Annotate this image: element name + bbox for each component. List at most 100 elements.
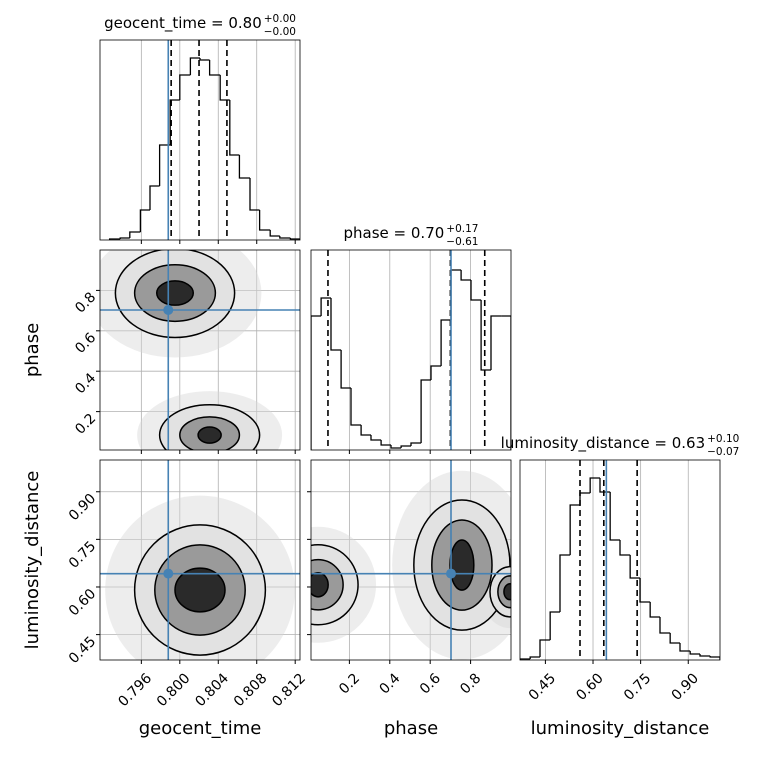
- title-upper: +0.17: [446, 223, 478, 235]
- hist-step: [179, 74, 191, 100]
- panel: [311, 250, 511, 450]
- hist-step: [390, 445, 402, 449]
- title-upper: +0.10: [707, 433, 739, 445]
- hist-step: [380, 440, 391, 446]
- y-axis-label: luminosity_distance: [22, 471, 43, 650]
- hist-step: [360, 425, 371, 436]
- hist-step: [649, 602, 660, 618]
- contour: [155, 280, 195, 306]
- hist-step: [238, 155, 250, 179]
- hist-step: [258, 210, 271, 231]
- hist-step: [430, 365, 442, 380]
- hist-step: [679, 643, 691, 652]
- x-tick-label: 0.808: [231, 670, 271, 710]
- hist-step: [370, 435, 382, 441]
- panel-frame: [310, 249, 512, 451]
- hist-step: [599, 478, 611, 493]
- hist-step: [520, 658, 531, 660]
- hist-step: [149, 185, 160, 210]
- hist-step: [490, 315, 502, 370]
- hist-step: [208, 60, 221, 76]
- y-tick-label: 0.4: [72, 370, 99, 397]
- y-tick-label: 0.8: [72, 289, 99, 316]
- hist-step: [549, 611, 560, 640]
- contour: [503, 583, 511, 601]
- hist-step: [199, 58, 210, 61]
- hist-step: [460, 270, 471, 281]
- x-tick-label: 0.2: [336, 670, 363, 697]
- hist-step: [229, 100, 240, 156]
- title-lower: −0.61: [446, 236, 478, 248]
- panel-frame: [310, 459, 512, 661]
- panel: [520, 460, 720, 660]
- hist-step: [139, 209, 150, 232]
- x-tick-label: 0.812: [269, 670, 309, 710]
- hist-step: [410, 442, 422, 446]
- contour: [449, 539, 475, 591]
- hist-step: [450, 269, 462, 320]
- panel: [108, 40, 300, 240]
- panel-frame: [99, 249, 301, 451]
- panel: [100, 460, 300, 660]
- title-lower: −0.00: [264, 26, 296, 38]
- x-tick-label: 0.800: [154, 670, 194, 710]
- panel: [311, 460, 511, 660]
- hist-step: [189, 57, 200, 75]
- hist-step: [659, 617, 671, 634]
- hist-step: [669, 633, 680, 644]
- truth-point: [163, 568, 174, 579]
- x-axis-label: geocent_time: [139, 718, 262, 739]
- hist-step: [400, 445, 411, 448]
- hist-step: [219, 75, 230, 101]
- x-tick-label: 0.4: [376, 670, 403, 697]
- panel-frame: [99, 39, 301, 241]
- y-tick-label: 0.90: [66, 491, 99, 524]
- hist-step: [279, 236, 291, 239]
- x-tick-label: 0.45: [526, 670, 559, 703]
- panel-frame: [99, 459, 301, 661]
- hist-step: [539, 639, 551, 657]
- hist-step: [501, 315, 511, 450]
- hist-step: [470, 280, 482, 301]
- hist-step: [639, 578, 651, 603]
- hist-step: [119, 237, 130, 239]
- x-tick-label: 0.8: [457, 670, 484, 697]
- x-tick-label: 0.75: [621, 670, 654, 703]
- y-tick-label: 0.60: [66, 586, 99, 619]
- y-tick-label: 0.2: [72, 411, 99, 438]
- hist-step: [169, 99, 180, 145]
- contour: [311, 571, 329, 598]
- y-axis-label: phase: [22, 323, 43, 377]
- hist-step: [350, 388, 362, 426]
- x-tick-label: 0.60: [573, 670, 606, 703]
- title-lower: −0.07: [707, 446, 739, 458]
- panel-title: phase = 0.70: [344, 224, 445, 242]
- y-tick-label: 0.6: [72, 330, 99, 357]
- hist-step: [480, 300, 491, 371]
- hist-step: [689, 651, 700, 655]
- x-axis-label: phase: [384, 718, 438, 739]
- hist-step: [569, 504, 580, 555]
- y-tick-label: 0.75: [66, 538, 99, 571]
- hist-step: [589, 477, 600, 493]
- hist-step: [320, 297, 331, 316]
- x-tick-label: 0.804: [192, 670, 232, 710]
- hist-step: [289, 238, 300, 240]
- x-tick-label: 0.90: [669, 670, 702, 703]
- hist-step: [249, 178, 260, 211]
- contour: [174, 567, 226, 613]
- panel-title: geocent_time = 0.80: [104, 14, 262, 33]
- hist-step: [579, 492, 591, 505]
- hist-step: [709, 656, 720, 660]
- contour: [197, 426, 222, 444]
- hist-step: [440, 319, 451, 366]
- hist-step: [158, 144, 171, 186]
- x-tick-label: 0.6: [417, 670, 444, 697]
- hist-step: [330, 298, 342, 351]
- truth-point: [446, 568, 456, 579]
- x-axis-label: luminosity_distance: [531, 718, 710, 739]
- hist-step: [559, 554, 571, 612]
- panel-title: luminosity_distance = 0.63: [501, 434, 705, 453]
- hist-step: [629, 555, 640, 579]
